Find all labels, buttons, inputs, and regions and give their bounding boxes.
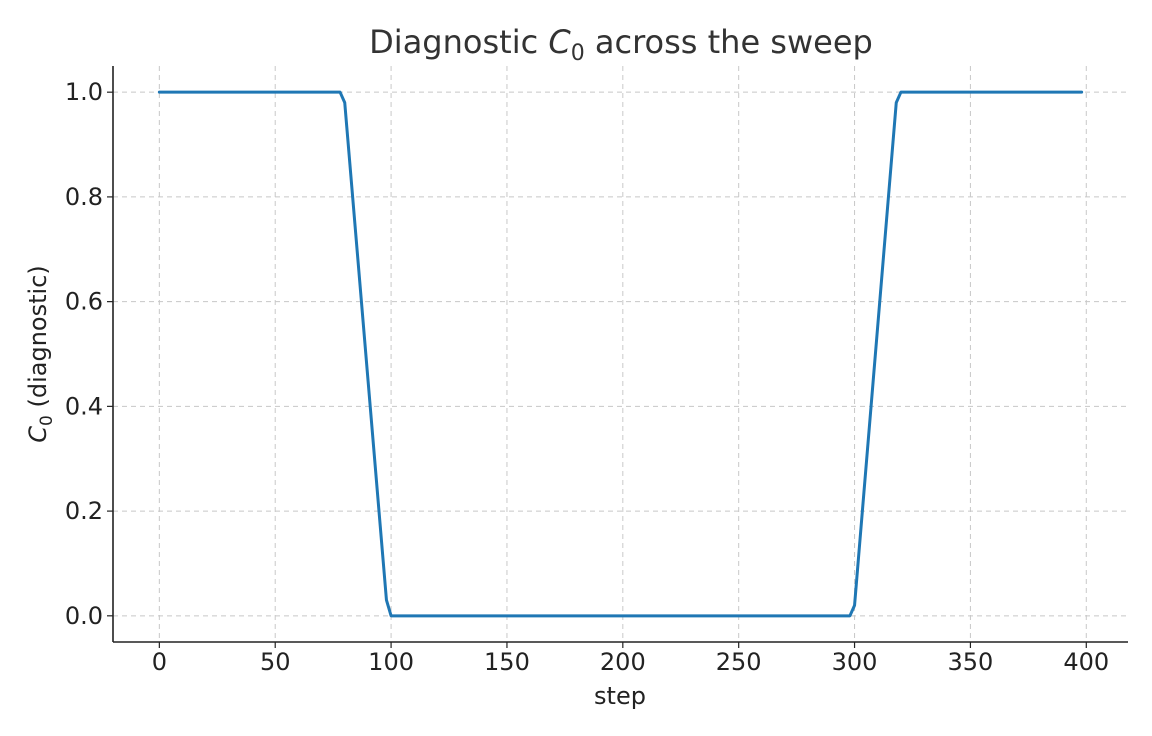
y-tick-label: 1.0	[65, 78, 103, 106]
series-line	[157, 90, 1084, 618]
y-tick-label: 0.4	[65, 392, 103, 420]
x-tick-label: 0	[152, 648, 167, 676]
x-tick-label: 100	[368, 648, 414, 676]
x-tick-label: 50	[260, 648, 291, 676]
chart-title: Diagnostic C0 across the sweep	[369, 23, 873, 66]
grid	[113, 66, 1128, 642]
y-tick-label: 0.6	[65, 288, 103, 316]
y-tick-label: 0.2	[65, 497, 103, 525]
y-tick-label: 0.0	[65, 602, 103, 630]
y-tick-label: 0.8	[65, 183, 103, 211]
series-layer	[157, 90, 1084, 618]
axes	[112, 66, 1128, 643]
x-tick-label: 300	[832, 648, 878, 676]
x-tick-label: 150	[484, 648, 530, 676]
x-axis-label: step	[594, 682, 646, 710]
y-axis-label: C0 (diagnostic)	[24, 265, 57, 442]
x-tick-label: 350	[948, 648, 994, 676]
x-tick-label: 250	[716, 648, 762, 676]
x-tick-label: 200	[600, 648, 646, 676]
x-tick-label: 400	[1063, 648, 1109, 676]
ticks: 0 50 100 150 200 250 300 350 400 0.0 0.2 0.4 0.6 0.8 1…	[65, 78, 1109, 676]
